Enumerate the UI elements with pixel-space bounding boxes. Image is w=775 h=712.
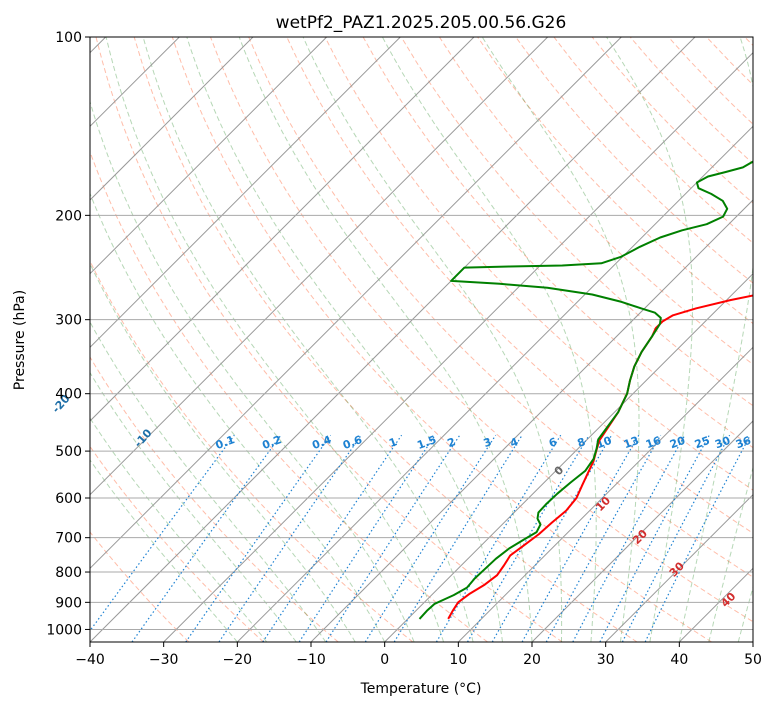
x-tick-label: 50	[744, 652, 762, 668]
y-tick-label: 400	[55, 387, 82, 403]
x-tick-label: 0	[380, 652, 389, 668]
x-tick-label: 10	[449, 652, 467, 668]
x-tick-label: 40	[670, 652, 688, 668]
x-tick-label: −20	[223, 652, 253, 668]
y-tick-label: 100	[55, 30, 82, 46]
y-tick-label: 300	[55, 313, 82, 329]
y-tick-label: 500	[55, 444, 82, 460]
x-tick-label: −30	[149, 652, 179, 668]
y-tick-label: 900	[55, 595, 82, 611]
x-tick-label: 20	[523, 652, 541, 668]
x-tick-label: 30	[597, 652, 615, 668]
x-tick-label: −40	[75, 652, 105, 668]
y-axis-label: Pressure (hPa)	[12, 290, 28, 390]
chart-title: wetPf2_PAZ1.2025.205.00.56.G26	[276, 13, 567, 33]
x-tick-label: −10	[296, 652, 326, 668]
y-tick-label: 1000	[46, 622, 82, 638]
y-tick-label: 200	[55, 208, 82, 224]
x-axis-label: Temperature (°C)	[360, 681, 482, 697]
y-tick-label: 800	[55, 565, 82, 581]
y-tick-label: 700	[55, 531, 82, 547]
y-tick-label: 600	[55, 491, 82, 507]
